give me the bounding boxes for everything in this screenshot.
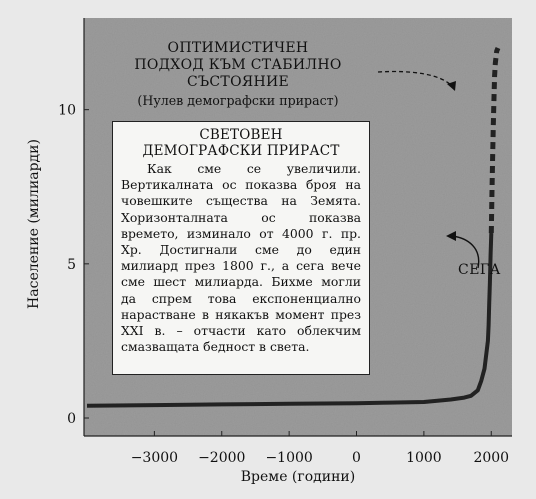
info-box-title-1: СВЕТОВЕН [199, 127, 283, 143]
x-tick-label: 2000 [473, 450, 509, 466]
axes [83, 18, 512, 437]
projection-line [488, 47, 501, 234]
x-tick-label: 0 [352, 450, 361, 466]
x-tick-label: −3000 [131, 450, 178, 466]
optimistic-arrowhead [447, 81, 456, 91]
y-tick-label: 10 [58, 103, 76, 119]
optimistic-line-2: ПОДХОД КЪМ СТАБИЛНО [134, 57, 342, 73]
y-tick-label: 0 [67, 411, 76, 427]
info-box-title-2: ДЕМОГРАФСКИ ПРИРАСТ [142, 143, 340, 159]
population-line [86, 232, 494, 408]
x-tick-label: 1000 [406, 450, 442, 466]
tick-labels: −3000 −2000 −1000 0 1000 2000 0 5 10 [58, 103, 509, 466]
now-arrowhead [446, 231, 456, 241]
y-axis-label: Население (милиарди) [26, 139, 42, 309]
x-axis-label: Време (години) [241, 469, 355, 485]
optimistic-annotation: ОПТИМИСТИЧЕН ПОДХОД КЪМ СТАБИЛНО СЪСТОЯН… [112, 40, 364, 109]
series-lines [86, 47, 501, 408]
x-tick-label: −2000 [198, 450, 245, 466]
info-box: СВЕТОВЕН ДЕМОГРАФСКИ ПРИРАСТ Как сме се … [112, 121, 370, 375]
optimistic-subtitle: (Нулев демографски прираст) [137, 93, 339, 108]
optimistic-line-3: СЪСТОЯНИЕ [186, 74, 289, 90]
now-label: СЕГА [458, 262, 501, 278]
info-box-body: Как сме се увеличили. Вертикалната ос по… [121, 161, 361, 355]
optimistic-line-1: ОПТИМИСТИЧЕН [167, 40, 309, 56]
y-tick-label: 5 [67, 257, 76, 273]
optimistic-arrow [377, 70, 453, 87]
x-tick-label: −1000 [265, 450, 312, 466]
